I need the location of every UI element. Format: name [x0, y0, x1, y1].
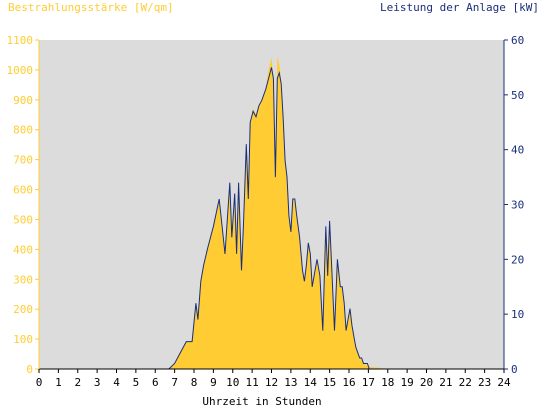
x-tick-label: 0 — [36, 376, 43, 389]
x-tick-label: 6 — [152, 376, 159, 389]
x-tick-label: 3 — [94, 376, 101, 389]
right-tick-label: 30 — [511, 199, 524, 212]
x-tick-label: 10 — [226, 376, 239, 389]
right-axis-ticks: 0 10 20 30 40 50 60 — [504, 34, 524, 376]
left-tick-label: 1100 — [7, 34, 34, 47]
x-tick-label: 23 — [478, 376, 491, 389]
left-tick-label: 1000 — [7, 64, 34, 77]
right-tick-label: 0 — [511, 363, 518, 376]
x-tick-label: 1 — [55, 376, 62, 389]
left-axis-title: Bestrahlungsstärke [W/qm] — [8, 1, 174, 14]
right-tick-label: 20 — [511, 253, 524, 266]
left-tick-label: 200 — [13, 303, 33, 316]
x-tick-label: 21 — [439, 376, 452, 389]
x-tick-label: 2 — [74, 376, 81, 389]
left-axis-ticks: 0 100 200 300 400 500 600 700 800 900 1000 1100 — [7, 34, 39, 376]
left-tick-label: 500 — [13, 213, 33, 226]
x-tick-label: 14 — [304, 376, 318, 389]
left-tick-label: 700 — [13, 154, 33, 167]
x-tick-label: 18 — [381, 376, 394, 389]
x-tick-label: 22 — [459, 376, 472, 389]
x-tick-label: 19 — [401, 376, 414, 389]
left-tick-label: 600 — [13, 184, 33, 197]
power-line — [39, 67, 504, 370]
left-tick-label: 100 — [13, 333, 33, 346]
left-tick-label: 0 — [26, 363, 33, 376]
x-tick-label: 16 — [342, 376, 355, 389]
x-tick-label: 20 — [420, 376, 433, 389]
x-tick-label: 7 — [171, 376, 178, 389]
right-axis-title: Leistung der Anlage [kW] — [380, 1, 539, 14]
right-tick-label: 60 — [511, 34, 524, 47]
irradiance-area — [39, 56, 504, 370]
x-tick-label: 15 — [323, 376, 336, 389]
x-tick-label: 17 — [362, 376, 375, 389]
right-tick-label: 40 — [511, 144, 524, 157]
x-axis-ticks: 0 1 2 3 4 5 6 7 8 9 10 11 12 13 14 15 16 17 18 19 20 21 22 23 24 — [36, 369, 511, 389]
left-tick-label: 300 — [13, 273, 33, 286]
left-tick-label: 900 — [13, 94, 33, 107]
x-tick-label: 13 — [284, 376, 297, 389]
series-layer — [39, 56, 504, 370]
left-tick-label: 800 — [13, 124, 33, 137]
x-tick-label: 12 — [265, 376, 278, 389]
x-tick-label: 9 — [210, 376, 217, 389]
x-tick-label: 11 — [246, 376, 259, 389]
x-tick-label: 4 — [113, 376, 120, 389]
x-axis-title: Uhrzeit in Stunden — [202, 395, 321, 408]
right-tick-label: 10 — [511, 308, 524, 321]
right-tick-label: 50 — [511, 89, 524, 102]
x-tick-label: 24 — [497, 376, 511, 389]
left-tick-label: 400 — [13, 243, 33, 256]
x-tick-label: 8 — [191, 376, 198, 389]
x-tick-label: 5 — [133, 376, 140, 389]
